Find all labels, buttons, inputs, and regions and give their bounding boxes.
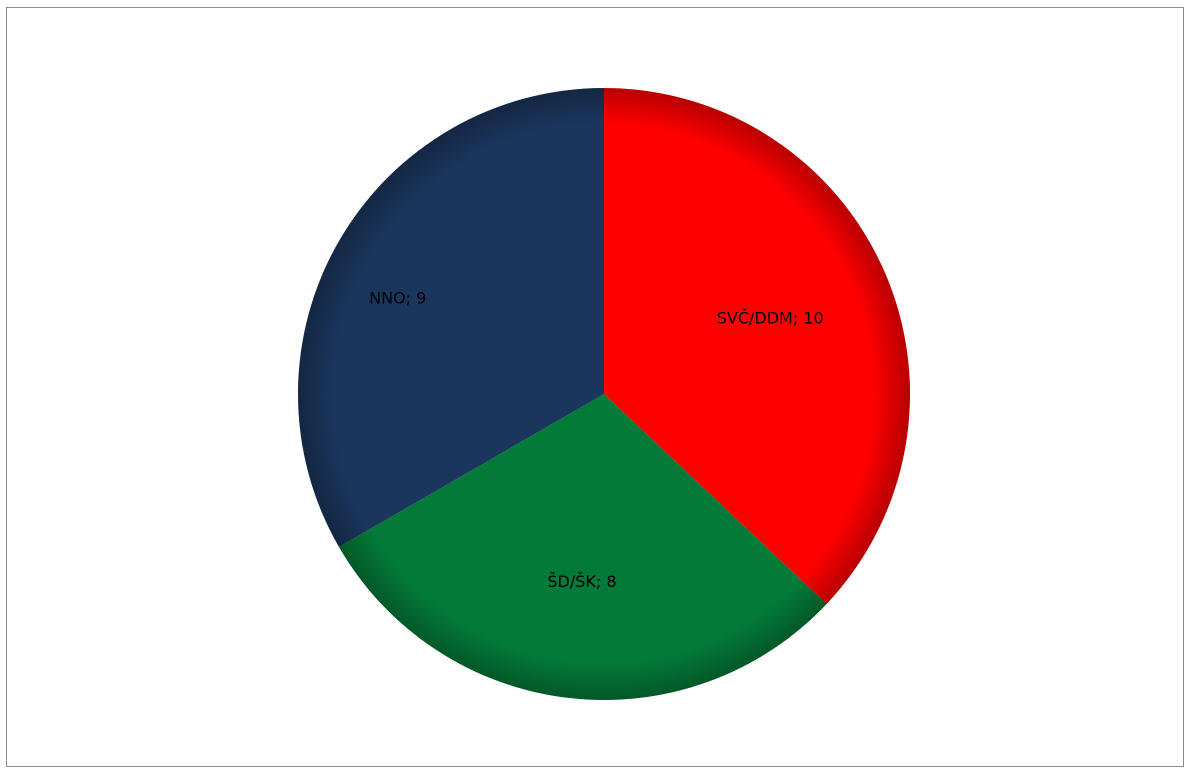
data-label-sv-ddm: SVČ/DDM; 10 (717, 308, 824, 327)
pie-labels: SVČ/DDM; 10 ŠD/ŠK; 8 NNO; 9 (369, 289, 824, 591)
data-label--d-k: ŠD/ŠK; 8 (547, 572, 616, 591)
pie-edge-shading (298, 88, 910, 700)
data-label-nno: NNO; 9 (369, 289, 426, 308)
